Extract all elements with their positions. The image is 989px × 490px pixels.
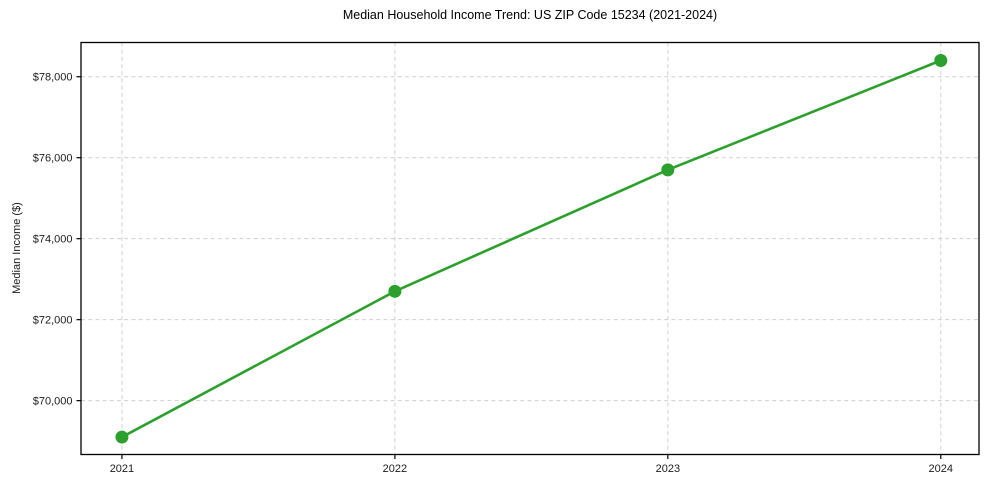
y-tick-label: $78,000	[33, 72, 73, 84]
x-tick-label: 2023	[656, 463, 680, 475]
x-tick-label: 2024	[929, 463, 953, 475]
x-tick-label: 2022	[383, 463, 407, 475]
data-point-marker	[388, 284, 402, 298]
y-tick-label: $76,000	[33, 152, 73, 164]
data-point-marker	[661, 163, 675, 177]
x-tick-label: 2021	[110, 463, 134, 475]
trend-line	[120, 59, 943, 439]
chart-title: Median Household Income Trend: US ZIP Co…	[342, 8, 718, 22]
plot-border	[80, 41, 980, 456]
data-point-marker	[115, 430, 129, 444]
y-tick-label: $70,000	[33, 395, 73, 407]
y-tick-label: $72,000	[33, 314, 73, 326]
y-tick-label: $74,000	[33, 233, 73, 245]
data-point-marker	[934, 54, 948, 68]
